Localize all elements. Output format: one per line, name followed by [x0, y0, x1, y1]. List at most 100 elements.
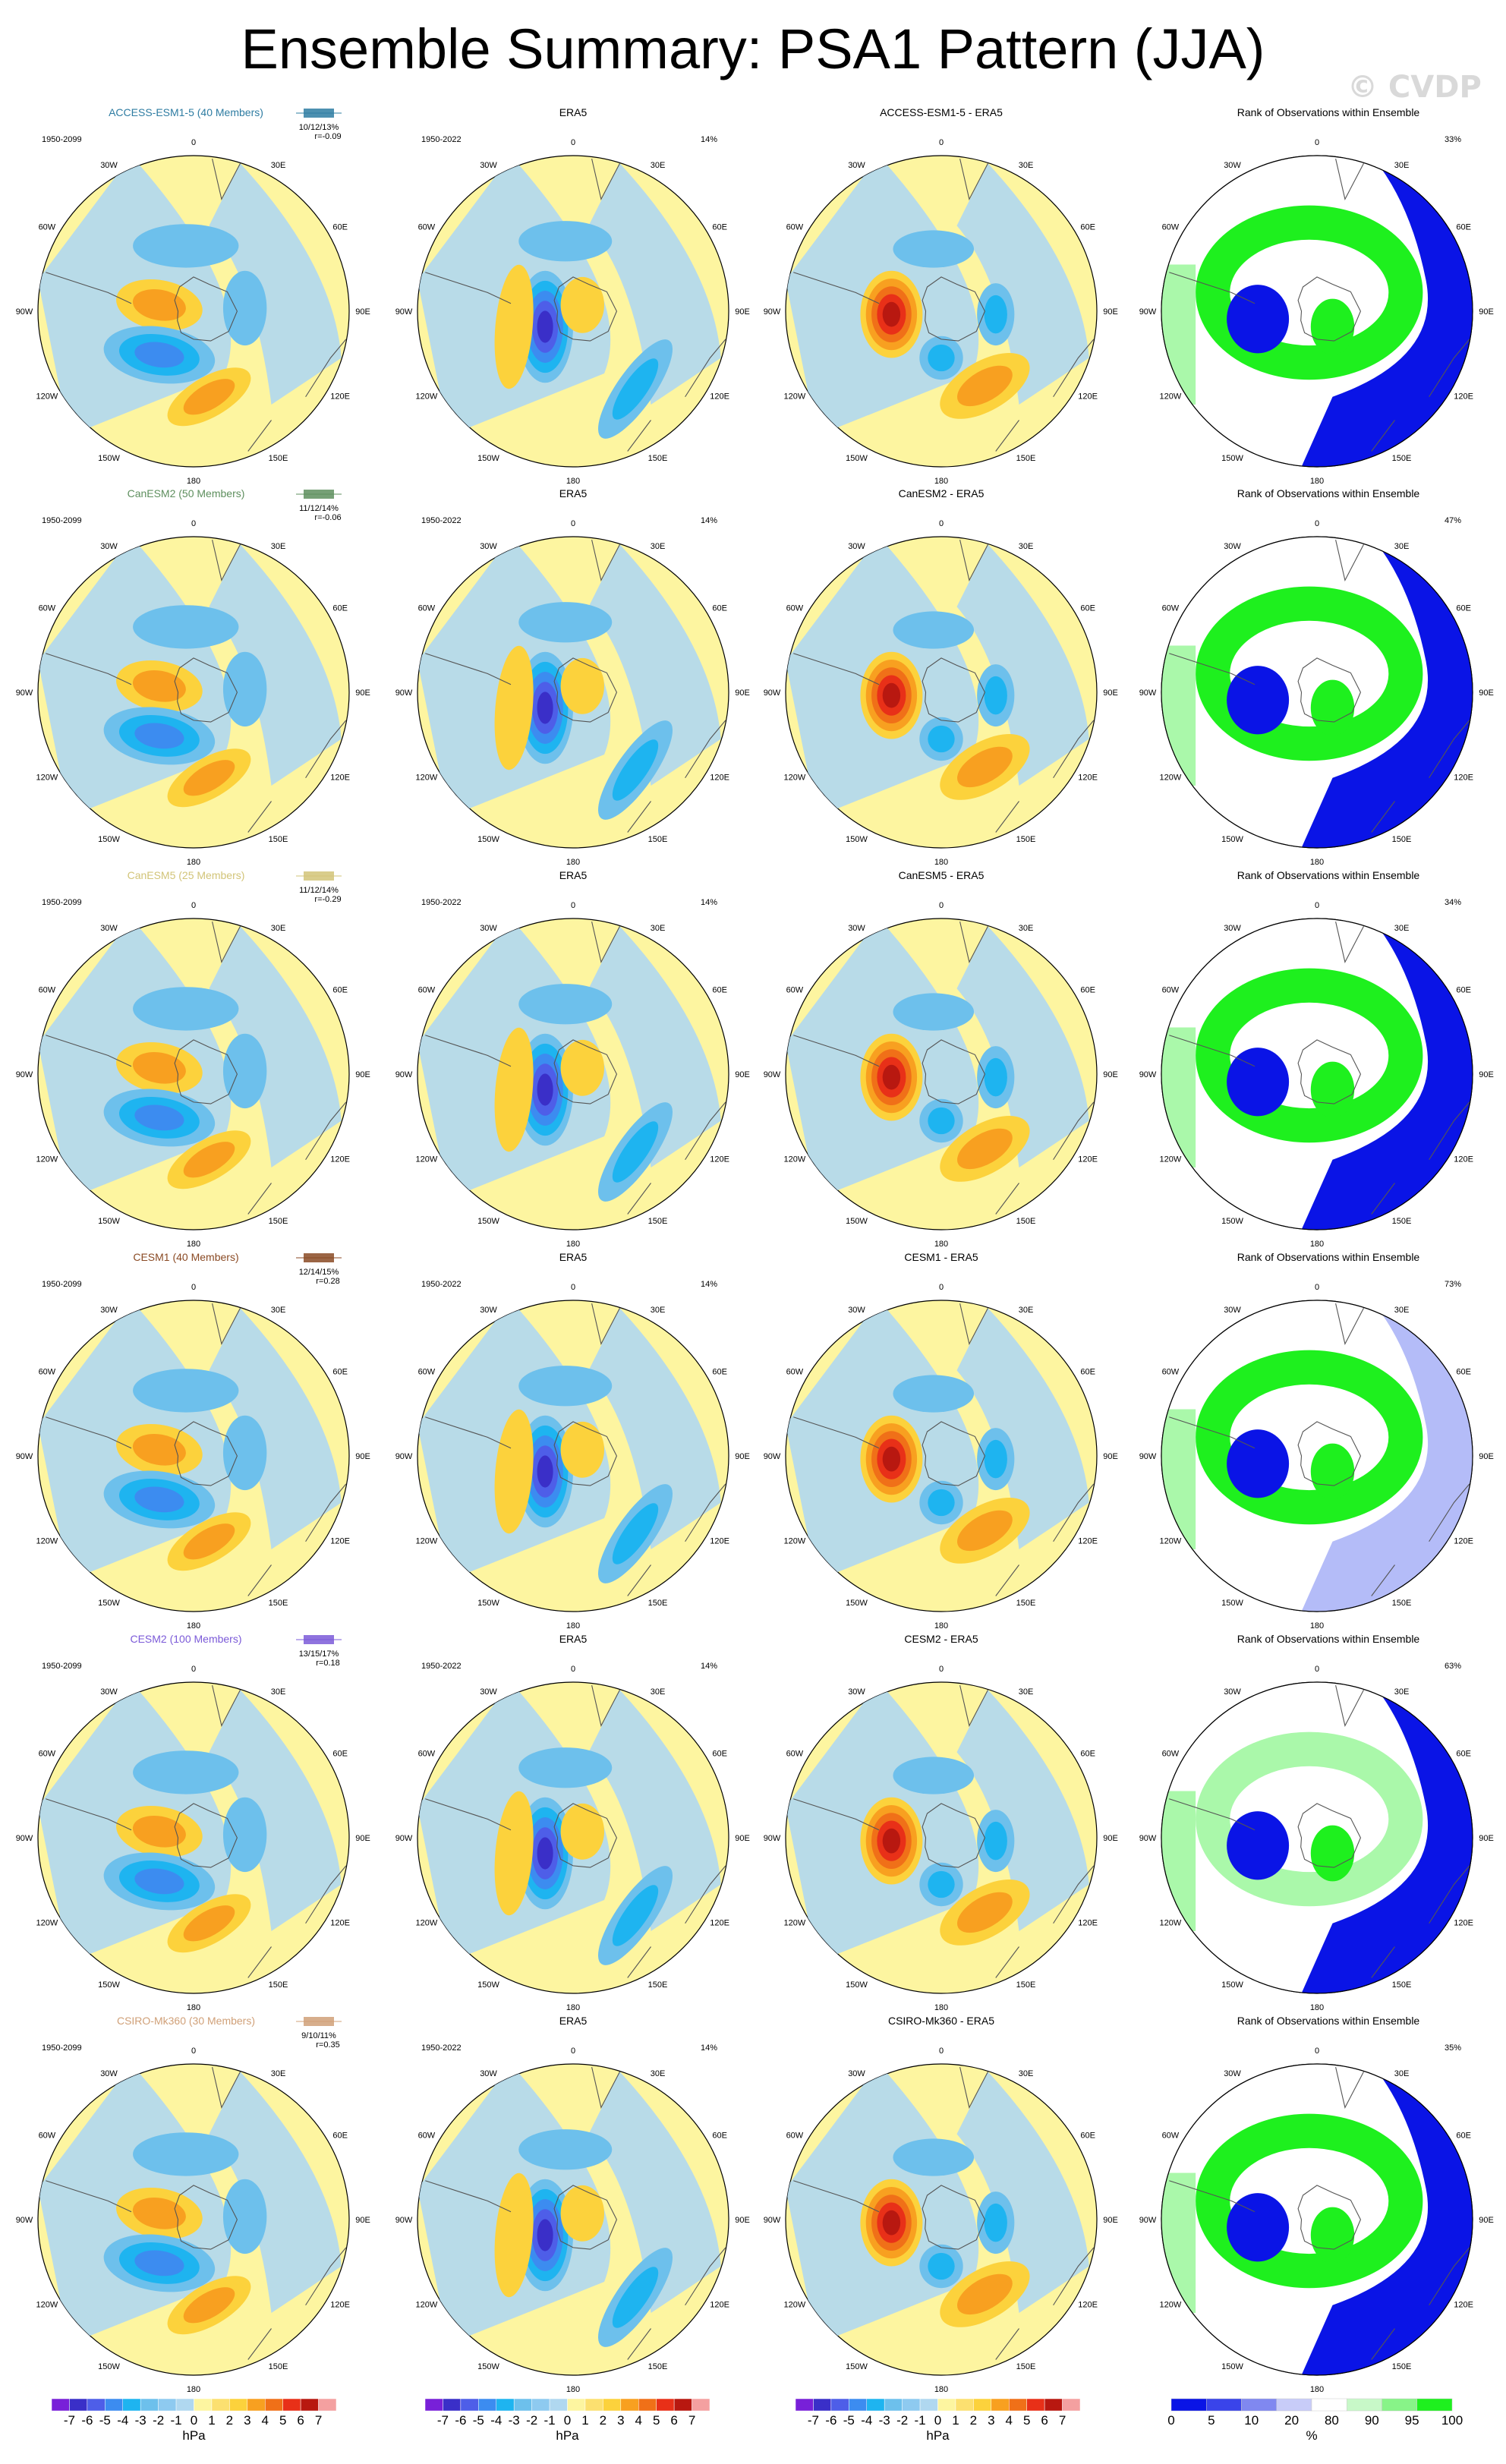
longitude-label: 30W: [100, 2069, 118, 2078]
longitude-label: 120E: [330, 1537, 350, 1546]
colorbar-swatch: [1062, 2398, 1081, 2412]
panel-model: 0 30E 60E 90E 120E 150E 180 150W 120W 90W 60W 30W: [16, 901, 370, 1249]
longitude-label: 150W: [846, 1599, 868, 1608]
longitude-label: 30E: [1019, 2069, 1034, 2078]
longitude-label: 90E: [735, 1070, 750, 1079]
anomaly-layer: [860, 1375, 1030, 1564]
australia-outline: [305, 2247, 347, 2306]
longitude-label: 180: [566, 1621, 580, 1631]
colorbar-tick-label: -1: [915, 2413, 926, 2428]
panel-row-5: 0 30E 60E 90E 120E 150E 180 150W 120W 90W 60W 30W 0 3…: [16, 2015, 1494, 2394]
obs-percent: 14%: [701, 516, 717, 525]
rank-percent: 34%: [1445, 898, 1461, 907]
colorbar-tick-label: 4: [262, 2413, 269, 2428]
colorbar-tick-label: -6: [825, 2413, 836, 2428]
colorbar-tick-label: 6: [670, 2413, 677, 2428]
colorbar-tick-label: 1: [581, 2413, 588, 2428]
rank-blue-core: [1227, 1811, 1290, 1880]
colorbar-tick-label: 0: [1167, 2413, 1174, 2428]
longitude-label: 60E: [1456, 2132, 1471, 2141]
rank-blue-region: [1301, 1682, 1473, 1993]
colorbar-swatch: [247, 2398, 266, 2412]
longitude-label: 60W: [418, 986, 436, 995]
longitude-label: 30E: [651, 542, 666, 551]
longitude-label: 90W: [395, 1452, 413, 1461]
longitude-label: 90E: [1103, 1452, 1118, 1461]
longitude-label: 90E: [735, 1834, 750, 1843]
hpa-colorbar: -7 -6 -5 -4 -3 -2 -1 0 1 2 3 4 5 6 7 hPa: [424, 2398, 710, 2443]
colorbar-swatch: [496, 2398, 515, 2412]
anomaly-contour: [183, 2287, 235, 2324]
australia-outline: [685, 1101, 726, 1161]
rank-green-core: [1310, 1061, 1355, 1118]
longitude-label: 150E: [269, 1980, 288, 1990]
anomaly-contour: [893, 993, 975, 1031]
longitude-label: 150W: [477, 2362, 499, 2371]
anomaly-layer: [103, 2132, 267, 2335]
longitude-label: 120E: [1454, 2301, 1473, 2310]
new-zealand-outline: [247, 801, 272, 833]
obs-title: ERA5: [559, 487, 588, 499]
anomaly-contour: [882, 1828, 901, 1854]
longitude-label: 120W: [416, 1919, 438, 1928]
longitude-label: 90E: [1103, 1070, 1118, 1079]
longitude-label: 120W: [36, 392, 58, 402]
anomaly-contour: [612, 1121, 659, 1183]
longitude-label: 90E: [1479, 2216, 1494, 2225]
antarctica-outline: [922, 1803, 986, 1868]
anomaly-contour: [494, 1791, 534, 1916]
longitude-label: 90W: [395, 2216, 413, 2225]
south-america-outline: [793, 2180, 880, 2213]
longitude-label: 90W: [395, 688, 413, 698]
longitude-label: 90E: [1479, 1452, 1494, 1461]
longitude-label: 150W: [477, 454, 499, 463]
longitude-label: 90W: [16, 1452, 33, 1461]
model-correlation: r=-0.29: [314, 895, 341, 904]
rank-layer: [1161, 156, 1473, 467]
anomaly-layer: [494, 984, 673, 1202]
model-stats: 9/10/11%: [301, 2031, 336, 2040]
longitude-label: 0: [571, 2047, 575, 2056]
australia-outline: [305, 339, 347, 398]
colorbar-tick-label: 95: [1405, 2413, 1419, 2428]
longitude-label: 0: [939, 519, 944, 528]
longitude-label: 30W: [848, 2069, 865, 2078]
longitude-label: 30E: [1394, 161, 1410, 170]
longitude-label: 180: [187, 2385, 200, 2394]
colorbar-unit-label: hPa: [556, 2428, 579, 2443]
anomaly-contour: [537, 1455, 553, 1488]
longitude-label: 60E: [1456, 1750, 1471, 1759]
anomaly-contour: [537, 1073, 553, 1106]
longitude-label: 180: [566, 1240, 580, 1249]
anomaly-contour: [882, 2210, 901, 2236]
australia-outline: [1429, 339, 1470, 398]
colorbar-swatch: [282, 2398, 301, 2412]
longitude-label: 60W: [786, 2132, 804, 2141]
africa-outline: [959, 921, 988, 963]
new-zealand-outline: [1371, 1183, 1395, 1215]
colorbar-swatch: [1276, 2398, 1312, 2412]
longitude-label: 0: [1315, 1665, 1319, 1674]
longitude-label: 150E: [269, 1599, 288, 1608]
panel-rank: 0 30E 60E 90E 120E 150E 180 150W 120W 90W 60W 30W: [1139, 1665, 1494, 2012]
anomaly-contour: [537, 1837, 553, 1870]
longitude-label: 90W: [395, 1070, 413, 1079]
longitude-label: 30W: [1224, 542, 1241, 551]
australia-outline: [305, 1101, 347, 1161]
anomaly-contour: [133, 1369, 239, 1413]
longitude-label: 120W: [36, 1155, 58, 1164]
panel-model: 0 30E 60E 90E 120E 150E 180 150W 120W 90W 60W 30W: [16, 2047, 370, 2394]
longitude-label: 90E: [1479, 307, 1494, 317]
longitude-label: 150E: [1016, 835, 1036, 844]
colorbar-tick-label: 80: [1325, 2413, 1339, 2428]
longitude-label: 120W: [1160, 392, 1182, 402]
longitude-label: 60E: [1080, 986, 1095, 995]
colorbar-tick-label: -5: [473, 2413, 484, 2428]
longitude-label: 120E: [330, 2301, 350, 2310]
colorbar-swatch: [1170, 2398, 1207, 2412]
longitude-label: 120E: [1454, 774, 1473, 783]
longitude-label: 90E: [1479, 688, 1494, 698]
longitude-label: 90E: [1103, 307, 1118, 317]
longitude-label: 30W: [100, 1306, 118, 1315]
